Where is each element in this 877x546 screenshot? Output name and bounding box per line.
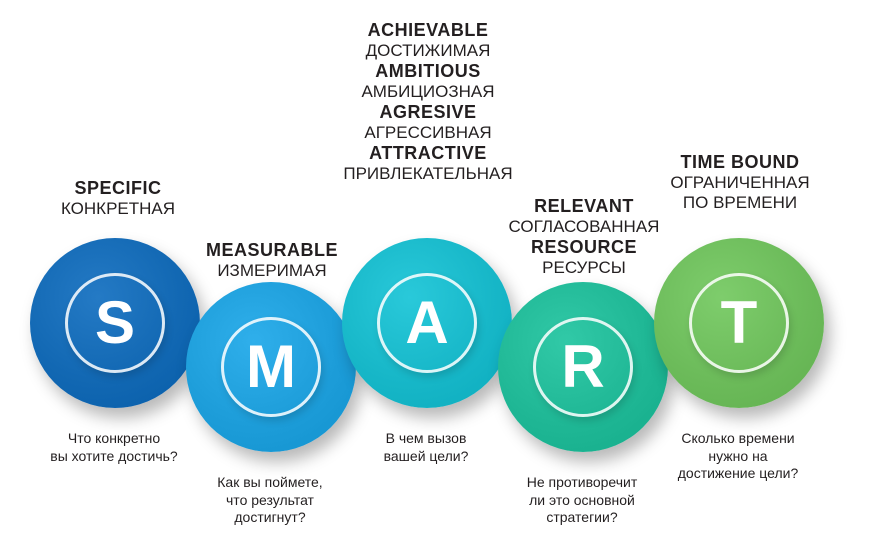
inner-ring-s: S [65, 273, 165, 373]
labels-s: SPECIFICКОНКРЕТНАЯ [18, 178, 218, 219]
question-line: достигнут? [180, 509, 360, 527]
label-ru: ПРИВЛЕКАТЕЛЬНАЯ [328, 164, 528, 184]
inner-ring-r: R [533, 317, 633, 417]
question-a: В чем вызоввашей цели? [336, 430, 516, 465]
label-en: ATTRACTIVE [328, 143, 528, 164]
question-m: Как вы поймете,что результатдостигнут? [180, 474, 360, 527]
label-en: TIME BOUND [640, 152, 840, 173]
circle-m: M [186, 282, 356, 452]
letter-a: A [405, 293, 448, 353]
label-ru: АМБИЦИОЗНАЯ [328, 82, 528, 102]
label-pair: ATTRACTIVEПРИВЛЕКАТЕЛЬНАЯ [328, 143, 528, 184]
question-line: Не противоречит [492, 474, 672, 492]
label-en: SPECIFIC [18, 178, 218, 199]
circle-r: R [498, 282, 668, 452]
inner-ring-a: A [377, 273, 477, 373]
question-line: Сколько времени [648, 430, 828, 448]
question-r: Не противоречитли это основнойстратегии? [492, 474, 672, 527]
label-pair: TIME BOUNDОГРАНИЧЕННАЯПО ВРЕМЕНИ [640, 152, 840, 213]
label-ru: АГРЕССИВНАЯ [328, 123, 528, 143]
question-line: Как вы поймете, [180, 474, 360, 492]
label-pair: AGRESIVEАГРЕССИВНАЯ [328, 102, 528, 143]
question-line: вашей цели? [336, 448, 516, 466]
inner-ring-m: M [221, 317, 321, 417]
label-en: AMBITIOUS [328, 61, 528, 82]
label-en: AGRESIVE [328, 102, 528, 123]
labels-m: MEASURABLEИЗМЕРИМАЯ [172, 240, 372, 281]
label-ru: РЕСУРСЫ [484, 258, 684, 278]
question-line: Что конкретно [24, 430, 204, 448]
label-ru: СОГЛАСОВАННАЯ [484, 217, 684, 237]
letter-r: R [561, 337, 604, 397]
label-pair: RESOURCEРЕСУРСЫ [484, 237, 684, 278]
labels-t: TIME BOUNDОГРАНИЧЕННАЯПО ВРЕМЕНИ [640, 152, 840, 213]
question-line: ли это основной [492, 492, 672, 510]
inner-ring-t: T [689, 273, 789, 373]
label-ru: КОНКРЕТНАЯ [18, 199, 218, 219]
circle-bg-m: M [186, 282, 356, 452]
label-en: ACHIEVABLE [328, 20, 528, 41]
label-ru: ИЗМЕРИМАЯ [172, 261, 372, 281]
label-ru: ПО ВРЕМЕНИ [640, 193, 840, 213]
question-line: В чем вызов [336, 430, 516, 448]
question-line: нужно на [648, 448, 828, 466]
question-line: вы хотите достичь? [24, 448, 204, 466]
label-ru: ОГРАНИЧЕННАЯ [640, 173, 840, 193]
question-s: Что конкретновы хотите достичь? [24, 430, 204, 465]
label-pair: AMBITIOUSАМБИЦИОЗНАЯ [328, 61, 528, 102]
label-en: RESOURCE [484, 237, 684, 258]
letter-t: T [721, 293, 758, 353]
smart-infographic: S SPECIFICКОНКРЕТНАЯ Что конкретновы хотит… [0, 0, 877, 546]
question-line: стратегии? [492, 509, 672, 527]
label-pair: SPECIFICКОНКРЕТНАЯ [18, 178, 218, 219]
label-en: MEASURABLE [172, 240, 372, 261]
label-ru: ДОСТИЖИМАЯ [328, 41, 528, 61]
label-pair: ACHIEVABLEДОСТИЖИМАЯ [328, 20, 528, 61]
letter-s: S [95, 293, 135, 353]
labels-a: ACHIEVABLEДОСТИЖИМАЯAMBITIOUSАМБИЦИОЗНАЯ… [328, 20, 528, 184]
question-t: Сколько временинужно надостижение цели? [648, 430, 828, 483]
circle-bg-r: R [498, 282, 668, 452]
letter-m: M [246, 337, 296, 397]
question-line: что результат [180, 492, 360, 510]
label-pair: MEASURABLEИЗМЕРИМАЯ [172, 240, 372, 281]
question-line: достижение цели? [648, 465, 828, 483]
